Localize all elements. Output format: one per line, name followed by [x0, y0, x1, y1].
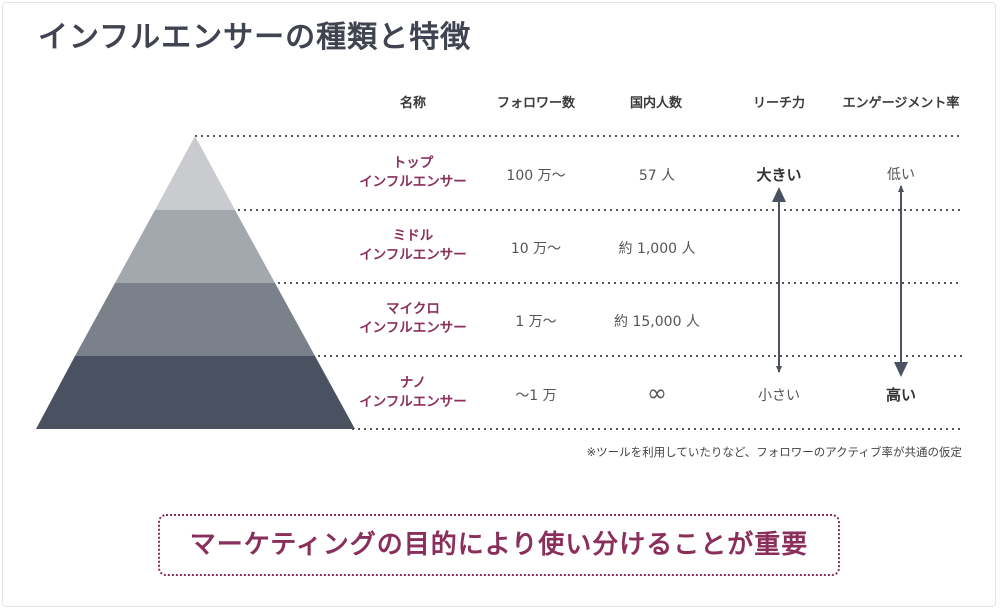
- followers-value: 100 万〜: [506, 168, 566, 184]
- row-name-line2: インフルエンサー: [359, 174, 467, 190]
- reach-bottom-label: 小さい: [758, 388, 800, 404]
- engagement-bottom-label: 高い: [885, 386, 916, 404]
- pyramid-tier-middle: [115, 210, 275, 283]
- domestic-value: 57 人: [638, 168, 676, 184]
- header-name: 名称: [399, 96, 426, 111]
- header-reach: リーチ力: [752, 96, 805, 111]
- followers-value: 〜1 万: [515, 388, 557, 404]
- domestic-value: 約 15,000 人: [614, 314, 700, 330]
- row-name-nano: ナノ インフルエンサー: [328, 374, 498, 412]
- row-name-middle: ミドル インフルエンサー: [328, 227, 498, 265]
- row-name-line1: マイクロ: [386, 301, 440, 317]
- row-name-line2: インフルエンサー: [359, 394, 467, 410]
- pyramid-tier-micro: [75, 283, 315, 356]
- row-name-line1: ナノ: [399, 375, 427, 391]
- header-followers: フォロワー数: [496, 96, 575, 111]
- row-name-top: トップ インフルエンサー: [328, 154, 498, 192]
- engagement-top-label: 低い: [887, 167, 915, 183]
- header-engagement: エンゲージメント率: [842, 96, 960, 111]
- row-name-line2: インフルエンサー: [359, 247, 467, 263]
- page-title: インフルエンサーの種類と特徴: [38, 20, 472, 55]
- header-domestic: 国内人数: [629, 96, 682, 111]
- row-name-line2: インフルエンサー: [359, 320, 467, 336]
- reach-arrow-head: [772, 187, 786, 202]
- domestic-value: ∞: [647, 379, 667, 407]
- reach-arrow-tail: [776, 366, 782, 373]
- reach-top-label: 大きい: [756, 166, 802, 184]
- pyramid-tier-nano: [36, 356, 355, 429]
- followers-value: 1 万〜: [515, 314, 557, 330]
- callout-box: マーケティングの目的により使い分けることが重要: [158, 514, 840, 576]
- engagement-arrow-tail: [898, 185, 904, 192]
- engagement-arrow-head: [894, 362, 908, 377]
- row-name-micro: マイクロ インフルエンサー: [328, 300, 498, 338]
- footnote: ※ツールを利用していたりなど、フォロワーのアクティブ率が共通の仮定: [586, 445, 962, 459]
- domestic-value: 約 1,000 人: [618, 241, 696, 257]
- row-name-line1: ミドル: [392, 228, 434, 244]
- pyramid-tier-top: [155, 136, 235, 210]
- row-name-line1: トップ: [392, 155, 434, 171]
- followers-value: 10 万〜: [510, 241, 562, 257]
